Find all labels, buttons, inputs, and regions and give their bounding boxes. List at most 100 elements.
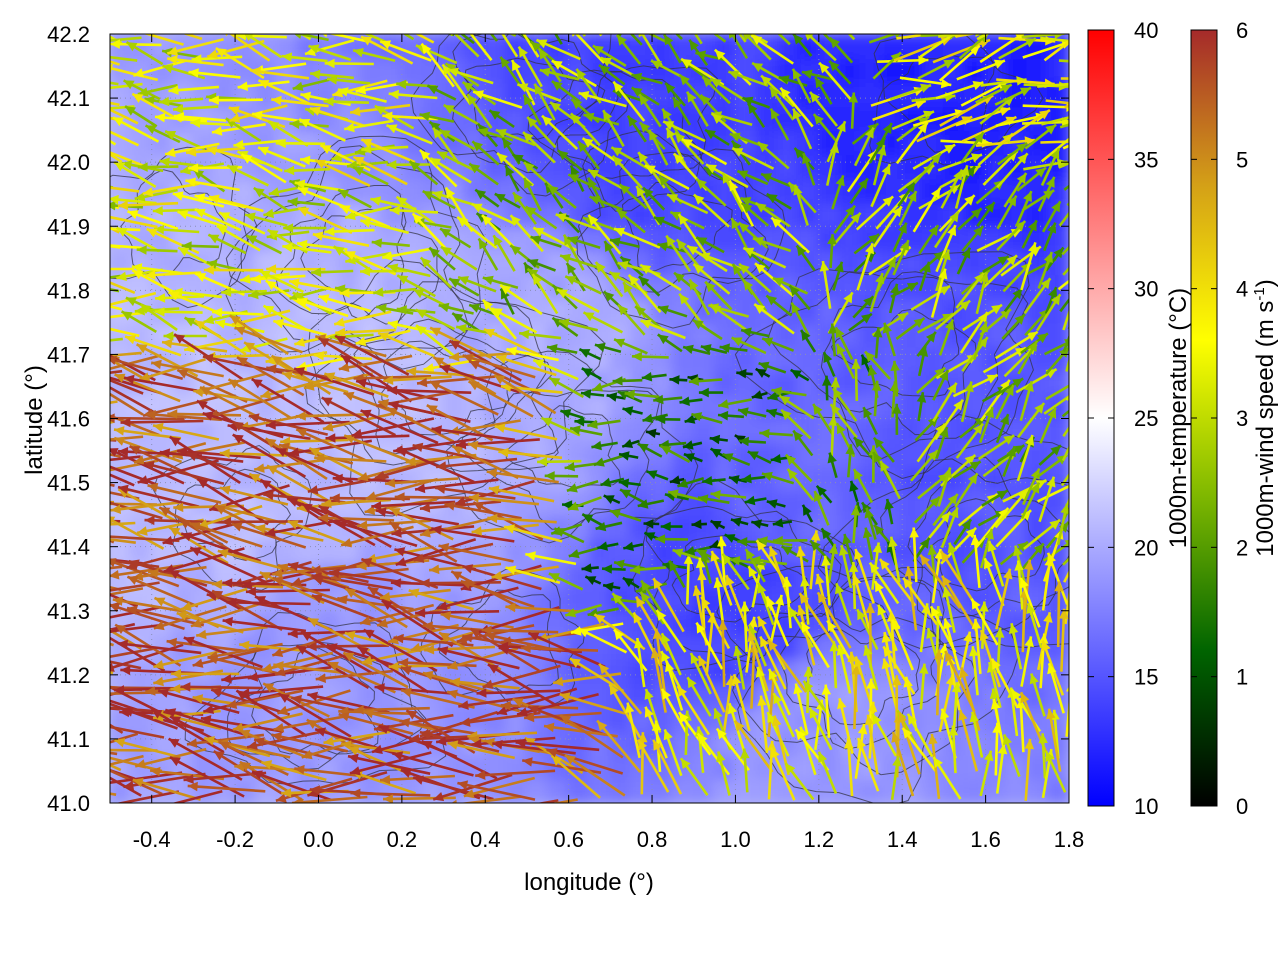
- wind-arrow: [842, 533, 854, 565]
- wind-arrow: [865, 603, 875, 669]
- wind-arrow: [872, 51, 902, 80]
- temperature-cell: [692, 297, 716, 324]
- wind-arrow: [196, 625, 268, 640]
- wind-arrow: [306, 641, 389, 652]
- wind-arrow: [321, 498, 391, 509]
- wind-arrow: [1023, 518, 1061, 550]
- temperature-cell: [192, 489, 216, 516]
- temperature-cell: [588, 585, 612, 612]
- wind-arrow: [419, 111, 455, 123]
- wind-arrow: [589, 195, 623, 211]
- wind-arrow: [274, 652, 352, 677]
- wind-arrow: [904, 566, 918, 631]
- wind-arrow: [263, 490, 346, 504]
- wind-arrow: [550, 798, 578, 803]
- temperature-cell: [317, 393, 341, 420]
- wind-arrow: [527, 631, 606, 669]
- wind-arrow: [110, 139, 117, 146]
- wind-arrow: [474, 188, 500, 208]
- wind-arrow: [717, 410, 744, 421]
- wind-arrow: [637, 442, 663, 458]
- wind-arrow: [666, 193, 709, 215]
- wind-arrow: [638, 93, 662, 128]
- wind-arrow: [912, 187, 942, 233]
- wind-arrow: [602, 109, 625, 147]
- wind-arrow: [598, 63, 626, 86]
- temperature-cell: [817, 201, 841, 228]
- wind-arrow: [692, 262, 731, 295]
- temperature-cell: [984, 34, 1008, 60]
- wind-arrow: [772, 518, 793, 528]
- wind-arrow: [535, 38, 581, 61]
- wind-arrow: [167, 55, 224, 67]
- wind-arrow: [868, 445, 879, 483]
- temperature-cell: [776, 417, 799, 444]
- wind-arrow: [645, 428, 661, 439]
- wind-arrow: [294, 179, 345, 192]
- wind-arrow: [516, 692, 599, 717]
- wind-arrow: [287, 520, 353, 547]
- wind-arrow: [292, 78, 330, 91]
- temperature-tick-label: 20: [1134, 535, 1158, 560]
- wind-arrow: [853, 127, 875, 167]
- wind-arrow: [267, 120, 309, 147]
- wind-arrow: [337, 188, 372, 209]
- temperature-cell: [338, 81, 362, 108]
- wind-arrow: [910, 284, 951, 311]
- wind-arrow: [424, 644, 495, 655]
- wind-arrow: [382, 794, 456, 803]
- wind-arrow: [709, 447, 729, 460]
- temperature-cell: [734, 369, 758, 396]
- wind-arrow: [300, 630, 375, 676]
- wind-arrow: [705, 163, 749, 189]
- contour-line: [734, 251, 1034, 480]
- x-tick-label: 1.8: [1054, 827, 1085, 852]
- wind-arrow: [916, 392, 927, 422]
- wind-arrow: [1016, 166, 1047, 192]
- wind-arrow: [110, 351, 142, 358]
- wind-arrow: [124, 335, 182, 357]
- wind-arrow: [266, 464, 329, 502]
- wind-arrow: [982, 255, 1010, 274]
- wind-arrow: [439, 227, 472, 249]
- wind-arrow: [869, 272, 885, 313]
- wind-arrow: [1037, 176, 1056, 212]
- temperature-cell: [317, 465, 341, 492]
- wind-arrow: [939, 550, 976, 605]
- wind-arrow: [422, 189, 456, 210]
- wind-arrow: [431, 525, 515, 543]
- temperature-cell: [171, 537, 195, 564]
- temperature-cell: [838, 393, 862, 420]
- wind-arrow: [477, 127, 514, 142]
- wind-arrow: [192, 694, 262, 710]
- contour-line: [225, 145, 470, 351]
- wind-arrow: [564, 753, 626, 797]
- temperature-cell: [421, 57, 445, 84]
- wind-arrow: [1041, 116, 1069, 126]
- wind-arrow: [897, 711, 921, 775]
- wind-arrow: [932, 382, 958, 422]
- wind-arrow: [631, 86, 660, 106]
- wind-arrow: [849, 177, 869, 205]
- wind-arrow: [854, 548, 875, 604]
- wind-arrow: [611, 155, 643, 189]
- wind-arrow: [228, 314, 289, 355]
- wind-arrow: [856, 242, 875, 291]
- wind-arrow: [278, 692, 352, 738]
- wind-arrow: [110, 699, 138, 712]
- temperature-cell: [838, 34, 862, 60]
- temperature-cell: [588, 249, 612, 276]
- wind-tick-label: 1: [1236, 665, 1248, 690]
- wind-arrow: [587, 214, 622, 255]
- wind-arrow: [418, 149, 458, 188]
- wind-arrow: [766, 192, 792, 210]
- temperature-cell: [630, 537, 654, 564]
- wind-arrow: [548, 572, 584, 591]
- temperature-cell: [421, 681, 445, 708]
- wind-arrow: [960, 131, 985, 164]
- wind-arrow: [110, 769, 163, 796]
- wind-arrow: [733, 645, 746, 690]
- wind-arrow: [544, 471, 579, 481]
- wind-arrow: [286, 497, 367, 529]
